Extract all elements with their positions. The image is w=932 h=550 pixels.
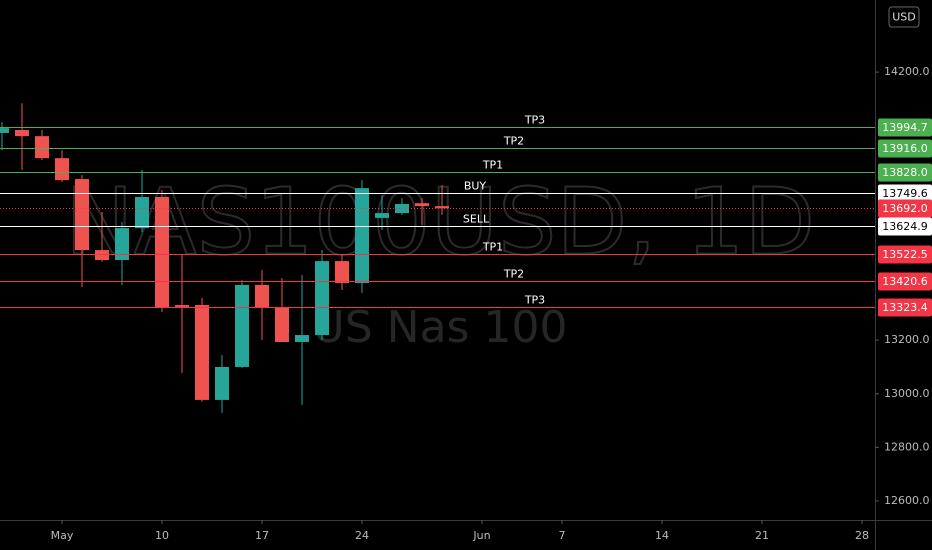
candle-body (15, 130, 29, 137)
candle-body (315, 261, 329, 336)
currency-label[interactable]: USD (892, 11, 916, 24)
level-label: TP3 (524, 294, 545, 307)
candle-body (175, 305, 189, 307)
price-label: 13916.0 (882, 142, 928, 155)
price-label-box (878, 139, 932, 158)
price-label: 13624.9 (882, 220, 928, 233)
level-label: TP1 (482, 159, 503, 172)
x-tick-label: 14 (655, 529, 669, 542)
candle-body (195, 305, 209, 400)
candle-body (295, 335, 309, 343)
watermark-subtitle: US Nas 100 (313, 302, 568, 353)
price-label: 13522.5 (882, 248, 928, 261)
price-label-box (878, 272, 932, 291)
candle-body (0, 128, 9, 133)
x-tick-label: 17 (255, 529, 269, 542)
x-tick-label: 28 (855, 529, 869, 542)
price-label: 13323.4 (882, 301, 928, 314)
candle-body (415, 203, 429, 207)
candle-body (275, 307, 289, 343)
candle-body (375, 213, 389, 218)
candle-body (35, 136, 49, 159)
currency-button[interactable] (888, 6, 920, 28)
x-tick-label: 24 (355, 529, 369, 542)
candle-body (55, 158, 69, 181)
y-tick-label: 14200.0 (884, 65, 930, 78)
candle-body (215, 366, 229, 400)
y-tick-label: 13200.0 (884, 333, 930, 346)
candle-body (95, 250, 109, 260)
candle-body (115, 228, 129, 260)
price-label: 13692.0 (882, 202, 928, 215)
level-label: TP2 (503, 135, 524, 148)
candle-body (135, 197, 149, 229)
x-tick-label: 10 (155, 529, 169, 542)
candle-body (75, 179, 89, 251)
candle-body (435, 206, 449, 209)
candle-body (155, 197, 169, 308)
x-tick-label: 21 (755, 529, 769, 542)
level-label: SELL (463, 213, 490, 226)
y-tick-label: 12600.0 (884, 494, 930, 507)
price-label-box (878, 245, 932, 264)
y-tick-label: 13000.0 (884, 387, 930, 400)
level-label: TP3 (524, 114, 545, 127)
price-label: 13994.7 (882, 121, 928, 134)
watermark: NAS100USD, 1D (65, 168, 815, 275)
candle-body (335, 261, 349, 284)
price-label-box (878, 163, 932, 182)
price-label-box (878, 184, 932, 203)
price-label-box (878, 298, 932, 317)
price-label-box (878, 199, 932, 218)
price-label: 13828.0 (882, 166, 928, 179)
candle-body (355, 188, 369, 284)
y-tick-label: 12800.0 (884, 440, 930, 453)
level-label: TP1 (482, 241, 503, 254)
price-label-box (878, 217, 932, 236)
x-tick-label: May (51, 529, 74, 542)
x-tick-label: 7 (559, 529, 566, 542)
price-label: 13749.6 (882, 187, 928, 200)
candle-body (255, 284, 269, 308)
price-label-box (878, 118, 932, 137)
x-tick-label: Jun (472, 529, 490, 542)
candle-body (235, 284, 249, 367)
price-label: 13420.6 (882, 275, 928, 288)
level-label: TP2 (503, 268, 524, 281)
level-label: BUY (464, 180, 487, 193)
